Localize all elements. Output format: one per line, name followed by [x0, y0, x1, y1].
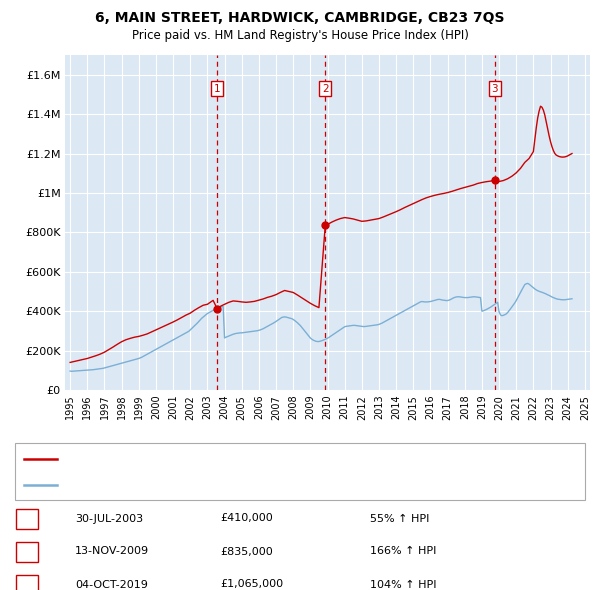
- Text: £410,000: £410,000: [220, 513, 273, 523]
- Text: 6, MAIN STREET, HARDWICK, CAMBRIDGE, CB23 7QS (detached house): 6, MAIN STREET, HARDWICK, CAMBRIDGE, CB2…: [63, 454, 433, 464]
- Text: 1: 1: [23, 513, 31, 523]
- Text: HPI: Average price, detached house, South Cambridgeshire: HPI: Average price, detached house, Sout…: [63, 480, 373, 490]
- Text: 2: 2: [322, 84, 329, 93]
- Text: 13-NOV-2009: 13-NOV-2009: [75, 546, 149, 556]
- Text: 2: 2: [23, 546, 31, 556]
- Text: 166% ↑ HPI: 166% ↑ HPI: [370, 546, 436, 556]
- Text: 3: 3: [491, 84, 498, 93]
- Text: £1,065,000: £1,065,000: [220, 579, 283, 589]
- Text: Price paid vs. HM Land Registry's House Price Index (HPI): Price paid vs. HM Land Registry's House …: [131, 28, 469, 41]
- Text: 3: 3: [23, 579, 31, 589]
- Text: 55% ↑ HPI: 55% ↑ HPI: [370, 513, 430, 523]
- Text: 30-JUL-2003: 30-JUL-2003: [75, 513, 143, 523]
- Text: 104% ↑ HPI: 104% ↑ HPI: [370, 579, 437, 589]
- Text: 04-OCT-2019: 04-OCT-2019: [75, 579, 148, 589]
- Text: 1: 1: [214, 84, 221, 93]
- Text: £835,000: £835,000: [220, 546, 273, 556]
- Text: 6, MAIN STREET, HARDWICK, CAMBRIDGE, CB23 7QS: 6, MAIN STREET, HARDWICK, CAMBRIDGE, CB2…: [95, 11, 505, 25]
